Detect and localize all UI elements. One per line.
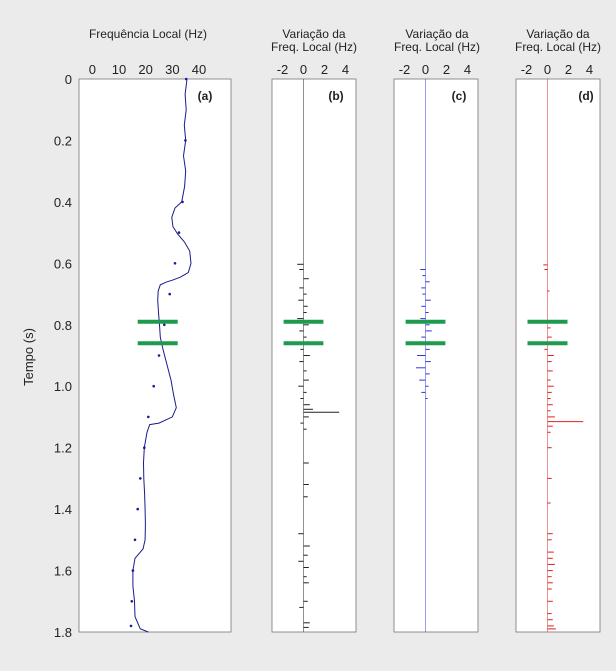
local-frequency-line: [132, 78, 192, 633]
panel-d-label: (d): [578, 89, 593, 103]
y-tick-label: 0.4: [54, 195, 72, 210]
trend-point: [181, 200, 184, 204]
panel-d-title-line-1: Variação da: [526, 27, 589, 41]
x-tick-label: 30: [165, 62, 179, 77]
panel-b-label: (b): [328, 89, 343, 103]
x-tick-label: 2: [443, 62, 450, 77]
y-axis-label: Tempo (s): [21, 328, 36, 386]
panel-b-plot: [283, 79, 340, 632]
panel-d-frame: [515, 78, 601, 633]
trend-point: [177, 231, 181, 234]
panel-b-title-line-2: Freq. Local (Hz): [271, 40, 357, 54]
panel-d-title-line-2: Freq. Local (Hz): [515, 40, 601, 54]
y-tick-label: 1.4: [54, 502, 72, 517]
panel-a: Frequência Local (Hz) 0 10 20 30 40 (a): [78, 27, 232, 633]
y-tick-label: 1.0: [54, 379, 72, 394]
panel-c-title-line-2: Freq. Local (Hz): [394, 40, 480, 54]
trend-point: [163, 323, 166, 327]
x-tick-label: 0: [544, 62, 551, 77]
trend-point: [168, 292, 171, 296]
x-tick-label: 0: [89, 62, 96, 77]
x-tick-label: 4: [586, 62, 593, 77]
trend-point: [173, 262, 177, 265]
panel-c-plot: [405, 79, 446, 632]
x-tick-label: 4: [464, 62, 471, 77]
x-tick-label: 10: [112, 62, 126, 77]
trend-point: [143, 446, 146, 450]
y-tick-label: 0.2: [54, 133, 72, 148]
panel-a-plot: [129, 77, 192, 633]
panel-c-title-line-1: Variação da: [405, 27, 468, 41]
trend-point: [131, 569, 135, 572]
trend-point: [147, 415, 150, 419]
x-tick-label: 2: [565, 62, 572, 77]
x-tick-label: -2: [521, 62, 533, 77]
panel-d: Variação da Freq. Local (Hz) -2 0 2 4 (d): [515, 27, 601, 633]
y-tick-label: 1.6: [54, 564, 72, 579]
x-tick-label: 4: [342, 62, 349, 77]
panel-d-plot: [527, 79, 584, 632]
trend-point: [130, 600, 134, 603]
y-tick-label: 0: [65, 72, 72, 87]
panel-c-frame: [393, 78, 479, 633]
panel-a-frame: [78, 78, 232, 633]
trend-point: [133, 538, 137, 542]
panel-b: Variação da Freq. Local (Hz) -2 0 2 4 (b): [271, 27, 357, 633]
trend-point: [136, 507, 139, 511]
x-tick-label: 0: [300, 62, 307, 77]
x-tick-label: 0: [422, 62, 429, 77]
trend-point: [129, 624, 133, 628]
y-tick-label: 1.2: [54, 441, 72, 456]
panel-a-title: Frequência Local (Hz): [89, 27, 207, 41]
x-tick-label: 20: [138, 62, 152, 77]
panel-c: Variação da Freq. Local (Hz) -2 0 2 4 (c): [393, 27, 480, 633]
x-tick-label: -2: [277, 62, 289, 77]
y-tick-labels: 0 0.2 0.4 0.6 0.8 1.0 1.2 1.4 1.6 1.8: [54, 72, 72, 640]
panel-c-label: (c): [452, 89, 467, 103]
y-tick-label: 1.8: [54, 625, 72, 640]
x-tick-label: -2: [399, 62, 411, 77]
x-tick-label: 40: [192, 62, 206, 77]
y-tick-label: 0.8: [54, 318, 72, 333]
panel-b-title-line-1: Variação da: [282, 27, 345, 41]
trend-point: [184, 139, 187, 142]
panel-b-frame: [271, 78, 357, 633]
trend-point: [157, 354, 161, 357]
trend-point: [139, 477, 142, 480]
panel-a-label: (a): [198, 89, 213, 103]
trend-point: [152, 384, 155, 388]
trend-point: [184, 77, 188, 81]
x-tick-label: 2: [321, 62, 328, 77]
y-tick-label: 0.6: [54, 256, 72, 271]
